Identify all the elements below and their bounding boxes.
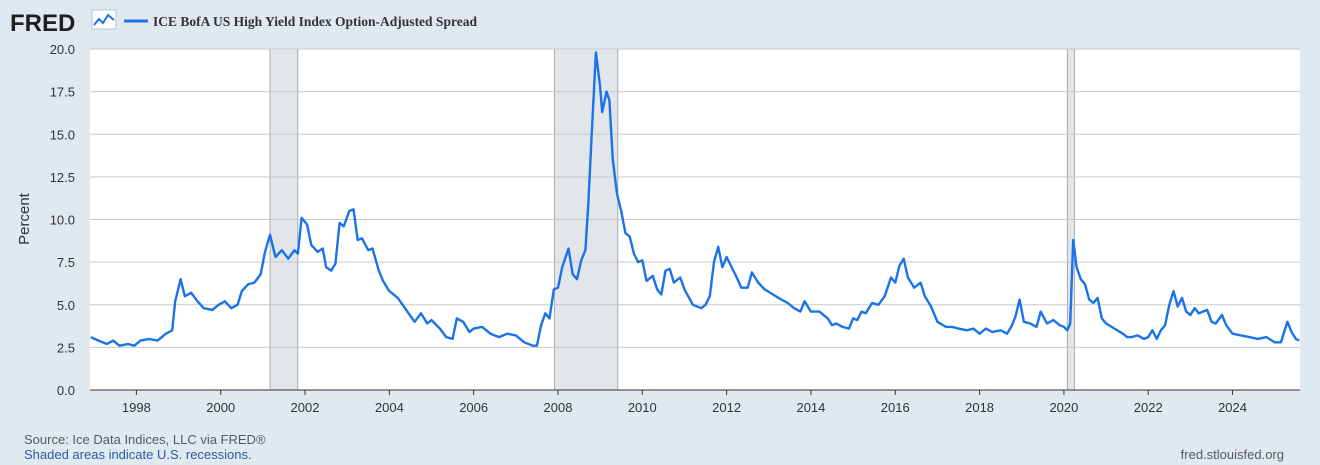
footer-site-link[interactable]: fred.stlouisfed.org [1180,447,1284,462]
y-tick-label: 15.0 [50,127,75,142]
x-tick-label: 2018 [965,400,994,415]
y-axis-title: Percent [16,192,33,245]
y-tick-label: 2.5 [57,340,75,355]
legend-label: ICE BofA US High Yield Index Option-Adju… [153,14,477,29]
y-tick-label: 17.5 [50,85,75,100]
x-tick-label: 2010 [628,400,657,415]
y-tick-label: 12.5 [50,170,75,185]
fred-logo[interactable]: FRED [10,10,75,37]
y-tick-label: 7.5 [57,255,75,270]
x-tick-label: 2008 [544,400,573,415]
y-axis-ticks: 0.0 2.5 5.0 7.5 10.0 12.5 15.0 17.5 20.0 [50,42,75,398]
x-axis-ticks: 1998 2000 2002 2004 2006 2008 2010 2012 2014 2016… [122,390,1247,415]
y-tick-label: 5.0 [57,298,75,313]
fred-logo-chart-icon [91,9,117,30]
x-tick-label: 2016 [881,400,910,415]
y-tick-label: 20.0 [50,42,75,57]
footer-recession-note[interactable]: Shaded areas indicate U.S. recessions. [24,447,252,462]
x-tick-label: 2014 [796,400,825,415]
x-tick-label: 1998 [122,400,151,415]
x-tick-label: 2020 [1049,400,1078,415]
series-line-hy-oas [90,51,1300,347]
x-tick-label: 2004 [375,400,404,415]
y-tick-label: 10.0 [50,213,75,228]
x-tick-label: 2006 [459,400,488,415]
footer-source: Source: Ice Data Indices, LLC via FRED® [24,432,266,447]
x-tick-label: 2002 [291,400,320,415]
x-tick-label: 2012 [712,400,741,415]
x-tick-label: 2022 [1134,400,1163,415]
y-tick-label: 0.0 [57,383,75,398]
x-tick-label: 2024 [1218,400,1247,415]
x-tick-label: 2000 [206,400,235,415]
